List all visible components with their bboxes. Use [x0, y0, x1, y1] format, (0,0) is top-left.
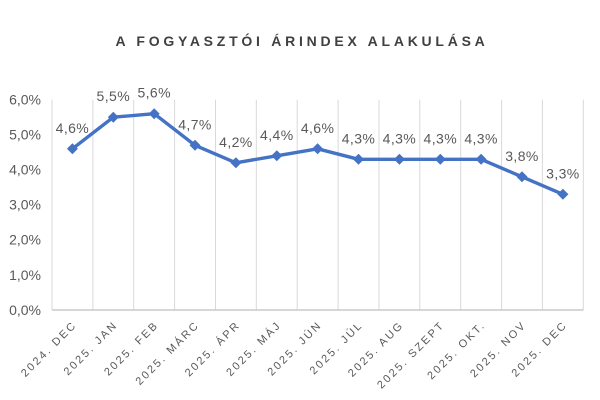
- svg-text:4,6%: 4,6%: [301, 120, 335, 136]
- svg-text:1,0%: 1,0%: [9, 267, 41, 283]
- svg-text:2,0%: 2,0%: [9, 232, 41, 248]
- svg-text:4,3%: 4,3%: [342, 130, 376, 146]
- svg-text:5,5%: 5,5%: [97, 88, 131, 104]
- svg-text:4,3%: 4,3%: [383, 130, 417, 146]
- svg-text:4,3%: 4,3%: [464, 130, 498, 146]
- svg-text:0,0%: 0,0%: [9, 302, 41, 318]
- svg-text:6,0%: 6,0%: [9, 92, 41, 108]
- svg-text:3,0%: 3,0%: [9, 197, 41, 213]
- svg-text:4,0%: 4,0%: [9, 162, 41, 178]
- svg-text:A FOGYASZTÓI ÁRINDEX ALAKULÁSA: A FOGYASZTÓI ÁRINDEX ALAKULÁSA: [115, 32, 488, 49]
- svg-text:3,8%: 3,8%: [505, 148, 539, 164]
- svg-text:3,3%: 3,3%: [546, 165, 580, 181]
- svg-text:5,6%: 5,6%: [137, 85, 171, 101]
- svg-text:4,4%: 4,4%: [260, 127, 294, 143]
- svg-text:5,0%: 5,0%: [9, 127, 41, 143]
- svg-text:4,3%: 4,3%: [424, 130, 458, 146]
- svg-text:4,2%: 4,2%: [219, 134, 253, 150]
- svg-text:4,6%: 4,6%: [56, 120, 90, 136]
- svg-text:4,7%: 4,7%: [178, 116, 212, 132]
